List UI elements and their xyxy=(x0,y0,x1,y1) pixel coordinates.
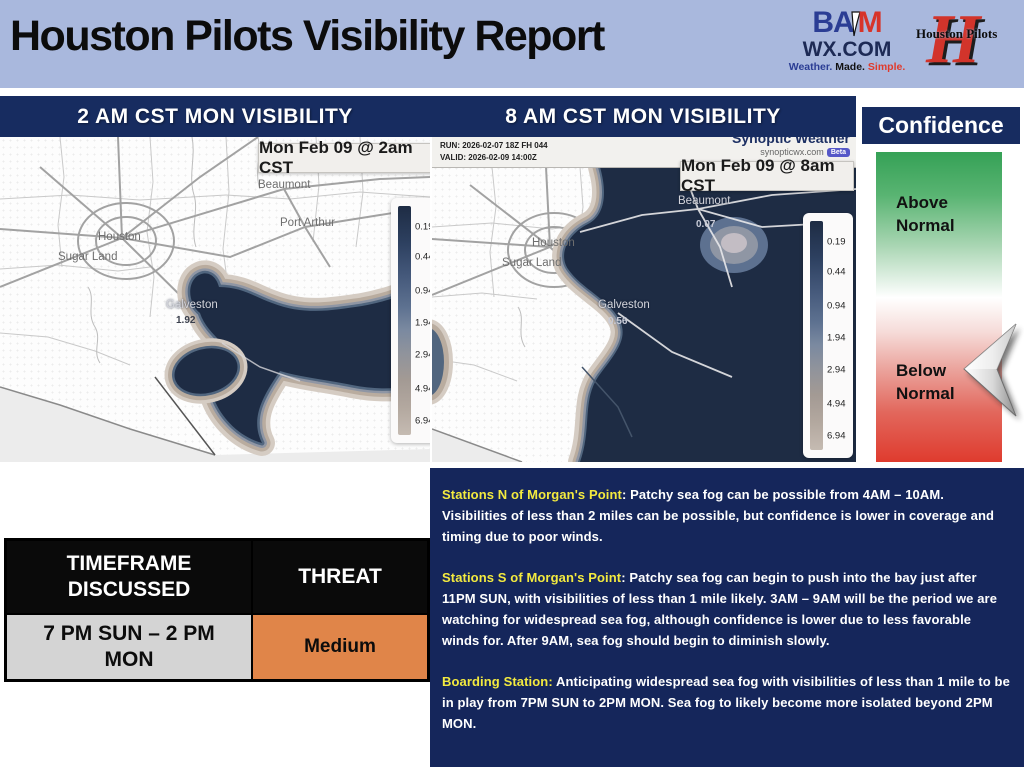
right-map-title: 8 AM CST MON VISIBILITY xyxy=(505,104,781,128)
map-titles-bar: 2 AM CST MON VISIBILITY 8 AM CST MON VIS… xyxy=(0,96,856,137)
colorbar-tick: 0.94 xyxy=(827,300,846,312)
forecast-notes-panel: Stations N of Morgan's Point: Patchy sea… xyxy=(430,468,1024,767)
city-label-sugar-land: Sugar Land xyxy=(58,251,118,263)
right-map-panel: RUN: 2026-02-07 18Z FH 044 VALID: 2026-0… xyxy=(432,137,856,462)
synoptic-url: synopticwx.com xyxy=(760,147,824,157)
station-value-galveston-right: 0.56 xyxy=(608,316,628,327)
note-body: Anticipating widespread sea fog with vis… xyxy=(442,674,1010,732)
note-stations-south: Stations S of Morgan's Point: Patchy sea… xyxy=(442,567,1012,651)
confidence-header: Confidence xyxy=(862,107,1020,144)
run-line: RUN: 2026-02-07 18Z FH 044 xyxy=(440,141,548,150)
city-label-galveston: Galveston xyxy=(166,299,218,311)
colorbar-tick: 1.94 xyxy=(415,317,430,329)
confidence-pointer-arrow-icon xyxy=(963,323,1020,420)
station-value-beaumont-right: 0.07 xyxy=(696,219,716,230)
colorbar-tick: 0.19 xyxy=(827,236,846,248)
threat-table: TIMEFRAME DISCUSSED THREAT 7 PM SUN – 2 … xyxy=(4,538,430,682)
city-label-houston-right: Houston xyxy=(532,237,575,249)
note-label: Stations S of Morgan's Point xyxy=(442,570,622,586)
colorbar-tick: 4.94 xyxy=(827,398,846,410)
tagline-made: Made. xyxy=(835,61,865,73)
synoptic-brand: Synoptic Weather synopticwx.com Beta xyxy=(732,137,850,157)
tornado-icon xyxy=(851,11,861,37)
colorbar-tick: 6.94 xyxy=(827,430,846,442)
colorbar-tick: 0.44 xyxy=(827,266,846,278)
beta-badge: Beta xyxy=(826,148,850,157)
table-cell-timeframe: 7 PM SUN – 2 PM MON xyxy=(6,614,252,680)
city-label-houston: Houston xyxy=(98,231,141,243)
note-boarding-station: Boarding Station: Anticipating widesprea… xyxy=(442,671,1012,734)
note-body: : Patchy sea fog can be possible from 4A… xyxy=(442,487,995,545)
page-title: Houston Pilots Visibility Report xyxy=(10,12,605,60)
city-label-port-arthur: Port Arthur xyxy=(280,217,335,229)
above-line1: Above xyxy=(896,193,948,212)
city-label-galveston-right: Galveston xyxy=(598,299,650,311)
city-label-beaumont-right: Beaumont xyxy=(678,195,731,207)
tagline-simple: Simple. xyxy=(867,61,906,73)
right-map-timestamp: Mon Feb 09 @ 8am CST xyxy=(680,156,854,195)
bamwx-domain: WX.COM xyxy=(802,38,892,61)
bam-letters-ba: BA xyxy=(812,6,854,39)
city-label-beaumont: Beaumont xyxy=(258,179,311,191)
colorbar-tick: 0.19 xyxy=(415,221,430,233)
valid-line: VALID: 2026-02-09 14:00Z xyxy=(440,153,537,162)
table-header-timeframe: TIMEFRAME DISCUSSED xyxy=(6,540,252,614)
synoptic-site: synopticwx.com Beta xyxy=(732,147,850,157)
left-map-timestamp: Mon Feb 09 @ 2am CST xyxy=(258,138,430,177)
left-colorbar-gradient xyxy=(398,206,411,435)
left-colorbar: 0.19 0.44 0.94 1.94 2.94 4.94 6.94 xyxy=(391,198,430,443)
confidence-above-label: Above Normal xyxy=(896,192,955,238)
colorbar-tick: 4.94 xyxy=(415,383,430,395)
houston-pilots-logo: H Houston Pilots xyxy=(914,1,1020,84)
confidence-below-label: Below Normal xyxy=(896,360,955,406)
table-header-threat: THREAT xyxy=(252,540,428,614)
colorbar-tick: 0.94 xyxy=(415,285,430,297)
right-colorbar-gradient xyxy=(810,221,823,450)
left-map-title: 2 AM CST MON VISIBILITY xyxy=(77,104,353,128)
table-cell-threat: Medium xyxy=(252,614,428,680)
colorbar-tick: 0.44 xyxy=(415,251,430,263)
left-map-panel: Mon Feb 09 @ 2am CST Lake Charles Beaumo… xyxy=(0,137,430,462)
run-valid-lines: RUN: 2026-02-07 18Z FH 044 VALID: 2026-0… xyxy=(440,140,548,164)
below-line1: Below xyxy=(896,361,947,380)
note-label: Stations N of Morgan's Point xyxy=(442,487,622,502)
city-label-sugar-land-right: Sugar Land xyxy=(502,257,562,269)
colorbar-tick: 6.94 xyxy=(415,415,430,427)
confidence-gradient xyxy=(876,152,1002,462)
colorbar-tick: 2.94 xyxy=(415,349,430,361)
above-line2: Normal xyxy=(896,215,955,235)
left-map-figure xyxy=(0,137,430,462)
right-map-figure xyxy=(432,137,856,462)
colorbar-tick: 2.94 xyxy=(827,364,846,376)
colorbar-tick: 1.94 xyxy=(827,332,846,344)
houston-pilots-label: Houston Pilots xyxy=(916,26,998,41)
houston-pilots-monogram: H xyxy=(926,1,981,78)
note-label: Boarding Station: xyxy=(442,674,553,690)
below-line2: Normal xyxy=(896,383,955,403)
note-stations-north: Stations N of Morgan's Point: Patchy sea… xyxy=(442,484,1012,547)
note-body: : Patchy sea fog can begin to push into … xyxy=(442,570,998,649)
right-colorbar: 0.19 0.44 0.94 1.94 2.94 4.94 6.94 xyxy=(803,213,853,458)
report-header: Houston Pilots Visibility Report BA M WX.… xyxy=(0,0,1024,88)
bamwx-wordmark: BA M xyxy=(786,8,908,38)
bamwx-tagline: Weather. Made. Simple. xyxy=(786,62,908,73)
bam-letter-m: M xyxy=(857,6,883,39)
bamwx-logo: BA M WX.COM Weather. Made. Simple. xyxy=(786,8,908,82)
station-value-galveston: 1.92 xyxy=(176,315,196,326)
tagline-weather: Weather. xyxy=(788,61,833,73)
synoptic-wordmark: Synoptic Weather xyxy=(732,137,850,146)
